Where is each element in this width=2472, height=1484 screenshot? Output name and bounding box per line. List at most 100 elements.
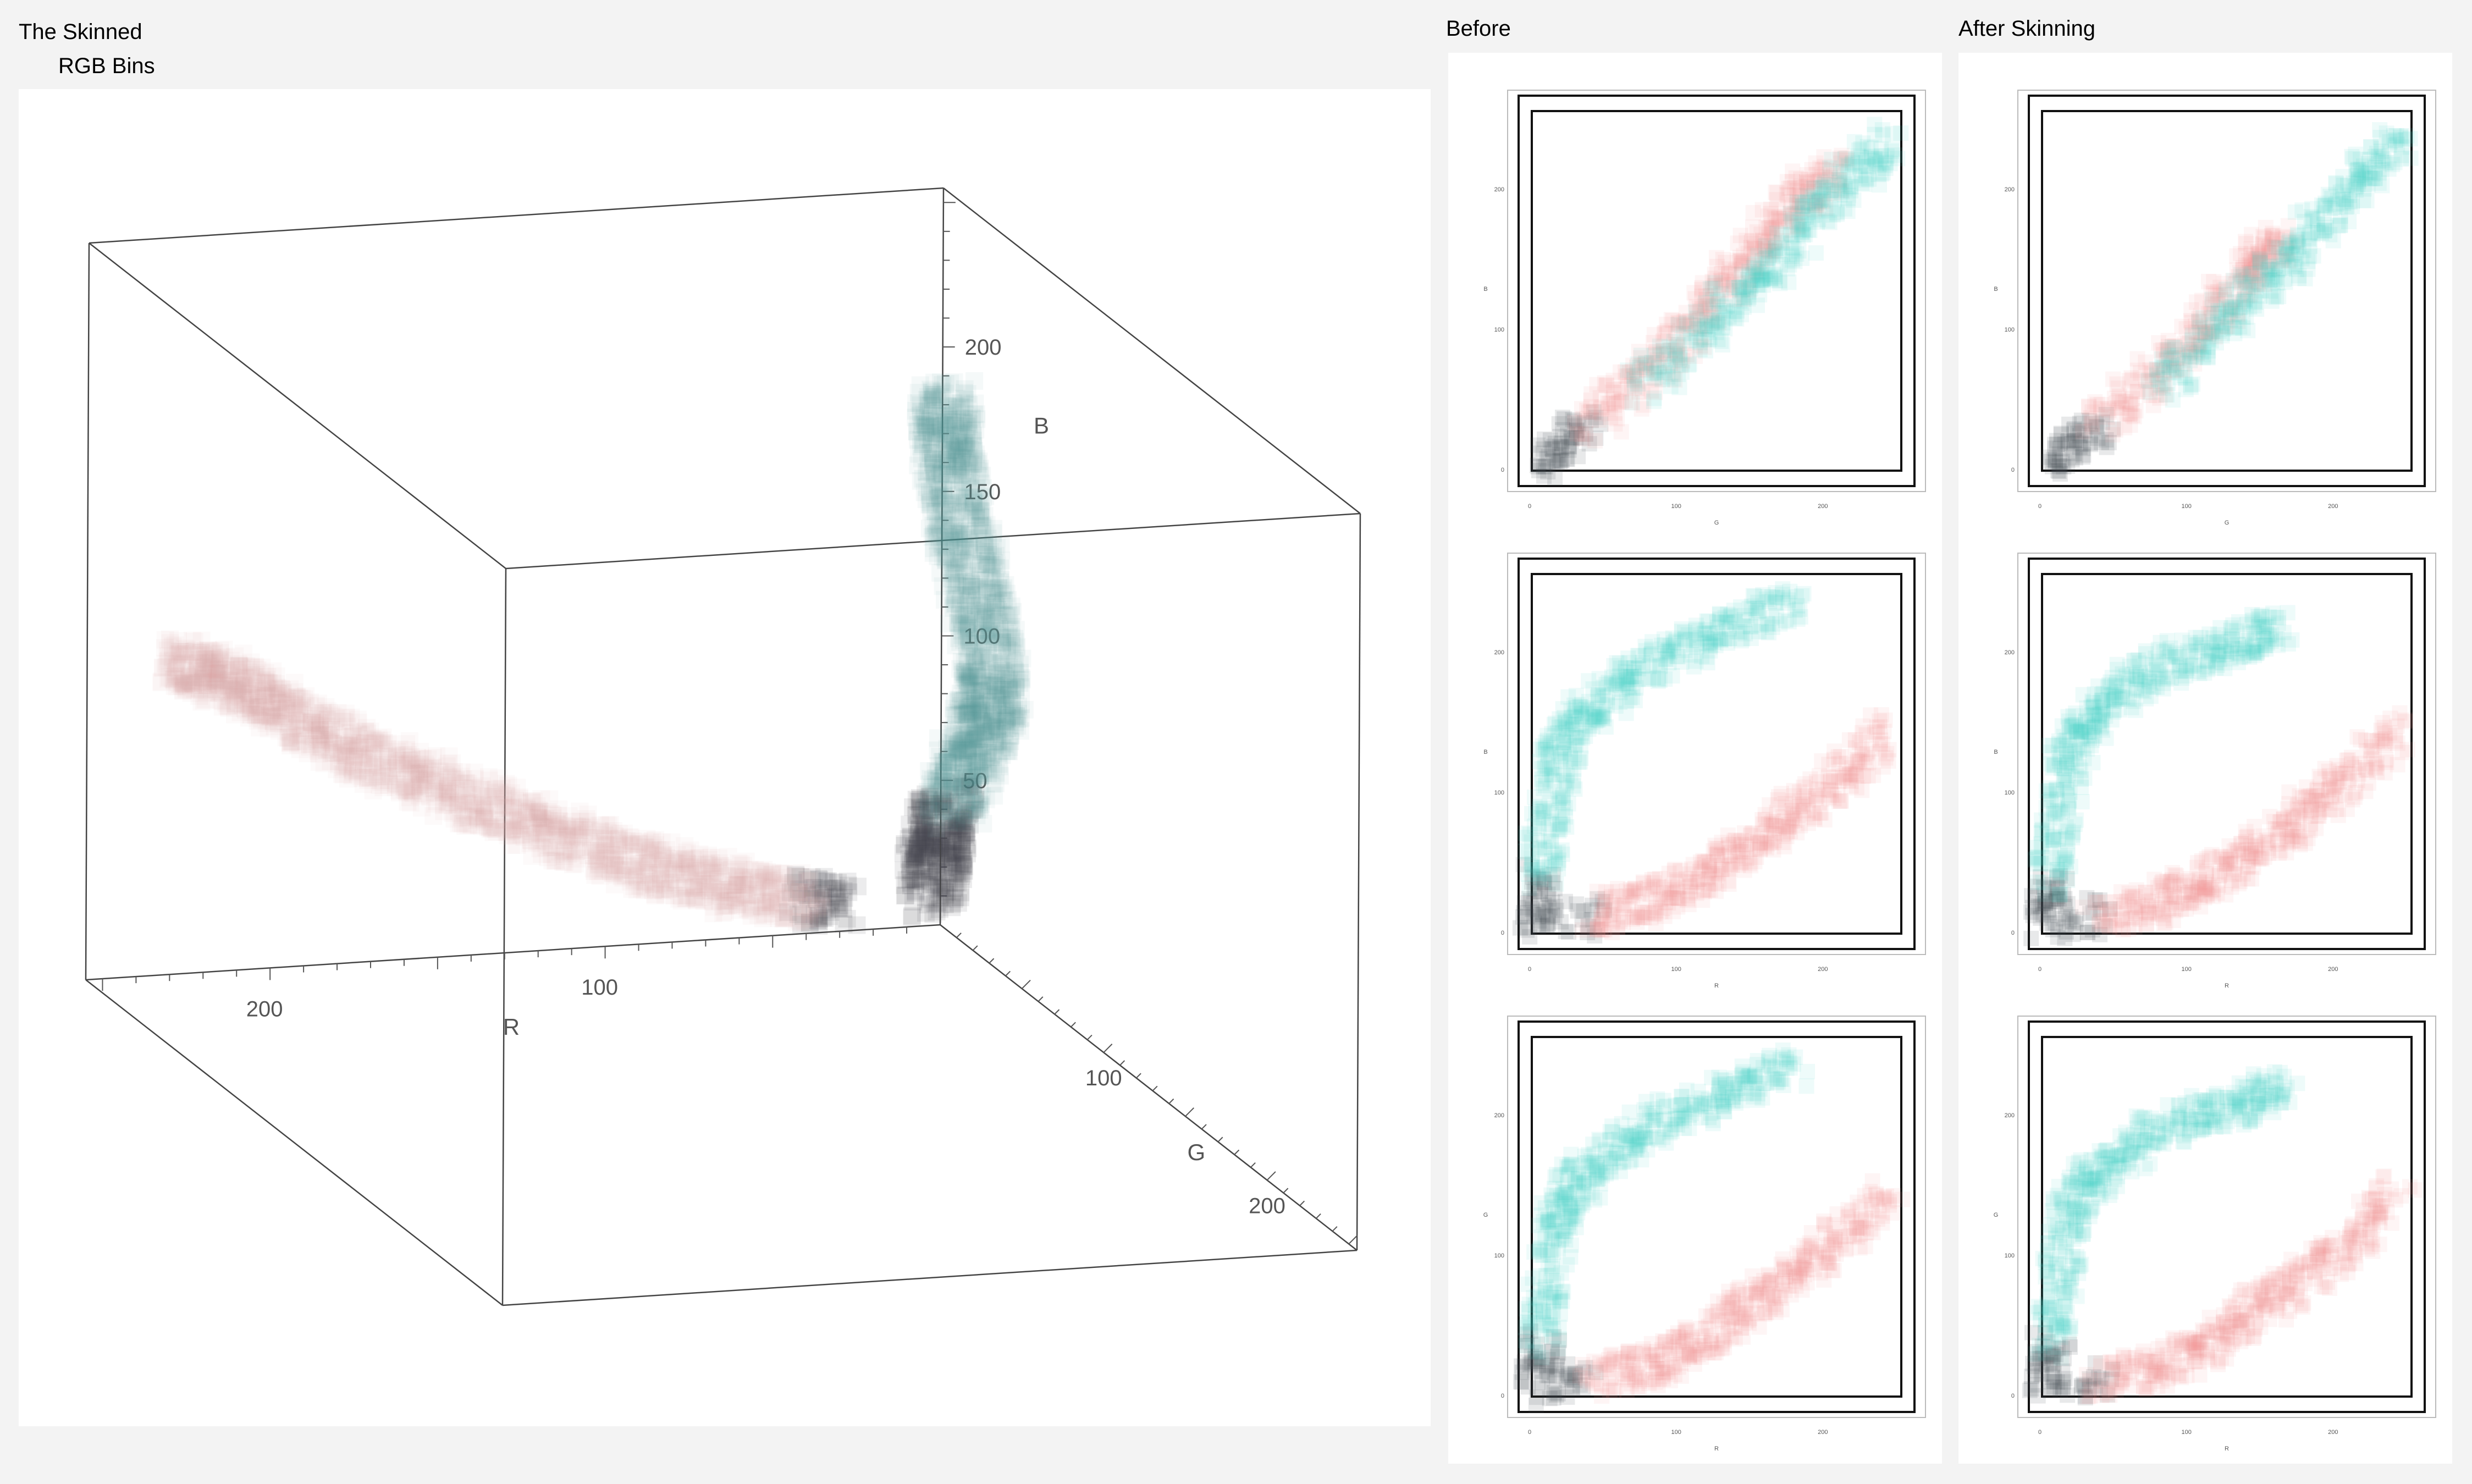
density-bin <box>1659 648 1675 664</box>
r-tick-label: 100 <box>581 975 618 1000</box>
cluster-bin <box>704 893 722 911</box>
cluster-bin <box>834 900 852 918</box>
cluster-bin <box>809 911 827 929</box>
after-column-title: After Skinning <box>1958 16 2096 41</box>
cluster-bin <box>711 892 729 910</box>
cluster-bin <box>726 872 744 890</box>
cluster-bin <box>753 898 771 916</box>
cluster-bin <box>679 865 697 883</box>
cluster-bin <box>754 893 772 912</box>
cluster-bin <box>746 860 764 879</box>
g-tick <box>1005 970 1011 977</box>
cluster-bin <box>699 875 717 893</box>
cluster-bin <box>512 826 531 844</box>
cluster-bin <box>757 897 775 915</box>
density-bin <box>1796 802 1812 818</box>
cluster-bin <box>746 868 764 886</box>
cluster-bin <box>729 875 747 893</box>
density-bin <box>1879 746 1895 762</box>
cluster-bin <box>699 846 718 864</box>
cluster-bin <box>719 881 737 899</box>
cluster-bin <box>764 863 782 881</box>
cluster-bin <box>714 904 732 922</box>
cluster-bin <box>781 878 799 896</box>
cluster-bin <box>829 874 847 892</box>
cluster-bin <box>173 675 191 693</box>
page-title: The Skinned <box>19 20 142 44</box>
cluster-bin <box>676 858 694 876</box>
cluster-bin <box>796 884 814 902</box>
cluster-bin <box>735 889 753 907</box>
cluster-bin <box>704 886 722 904</box>
cluster-bin <box>758 863 776 881</box>
cluster-bin <box>703 863 721 881</box>
cluster-bin <box>820 879 838 897</box>
cluster-bin <box>768 874 786 892</box>
cluster-bin <box>702 848 720 867</box>
cluster-bin <box>667 854 685 872</box>
g-tick <box>1038 996 1044 1002</box>
cluster-bin <box>688 856 707 874</box>
cluster-bin <box>360 759 378 777</box>
cluster-bin <box>686 849 704 867</box>
cluster-bin <box>813 891 831 909</box>
cluster-bin <box>796 902 814 920</box>
cluster-bin <box>791 911 809 929</box>
cluster-bin <box>757 871 775 890</box>
box-edge <box>939 187 945 925</box>
cluster-bin <box>814 892 832 910</box>
cluster-bin <box>710 882 729 901</box>
cluster-bin <box>973 702 991 720</box>
cluster-bin <box>757 898 775 917</box>
cluster-bin <box>790 886 808 904</box>
cluster-bin <box>814 898 832 916</box>
density-bin <box>1867 117 1883 133</box>
cluster-bin <box>726 888 744 906</box>
cluster-bin <box>709 864 727 882</box>
cluster-bin <box>764 904 782 922</box>
cluster-bin <box>555 841 573 859</box>
cluster-bin <box>809 906 827 924</box>
cluster-bin <box>803 868 821 886</box>
cluster-bin <box>690 879 708 897</box>
cluster-bin <box>188 673 206 691</box>
cluster-bin <box>759 878 777 896</box>
axis-label-b: B <box>1034 413 1049 439</box>
cluster-bin <box>693 871 711 890</box>
cluster-bin <box>760 869 778 887</box>
cluster-bin <box>680 859 698 878</box>
cluster-bin <box>787 867 805 885</box>
cluster-bin <box>736 896 754 914</box>
cluster-bin <box>781 883 799 901</box>
cluster-bin <box>765 871 783 890</box>
g-tick <box>1299 1200 1305 1206</box>
cluster-bin <box>710 861 728 879</box>
cluster-bin <box>768 887 786 906</box>
cluster-bin <box>691 845 709 863</box>
g-tick <box>1119 1060 1125 1066</box>
density-bin <box>1775 581 1791 597</box>
cluster-bin <box>705 868 724 886</box>
cluster-bin <box>712 878 730 896</box>
density-bin <box>1579 705 1595 721</box>
b-tick-label: 100 <box>963 625 1000 649</box>
g-tick <box>989 958 995 964</box>
cluster-bin <box>711 857 730 875</box>
cluster-bin <box>699 851 718 869</box>
cluster-bin <box>707 887 725 905</box>
cluster-bin <box>685 879 703 897</box>
cluster-bin <box>819 872 837 890</box>
cluster-bin <box>814 908 832 926</box>
cluster-bin <box>729 872 747 890</box>
cluster-bin <box>803 884 821 902</box>
rgb-3d-plot-panel[interactable]: 100 200 100 200 50 100 150 200 R G B <box>19 89 1431 1426</box>
cluster-bin <box>659 857 677 875</box>
density-bin <box>1802 771 1818 787</box>
cluster-bin <box>763 865 781 884</box>
cluster-bin <box>955 413 973 432</box>
cluster-bin <box>743 898 761 916</box>
cluster-bin <box>732 855 750 873</box>
g-tick <box>1234 1149 1240 1155</box>
box-edge <box>501 568 507 1306</box>
